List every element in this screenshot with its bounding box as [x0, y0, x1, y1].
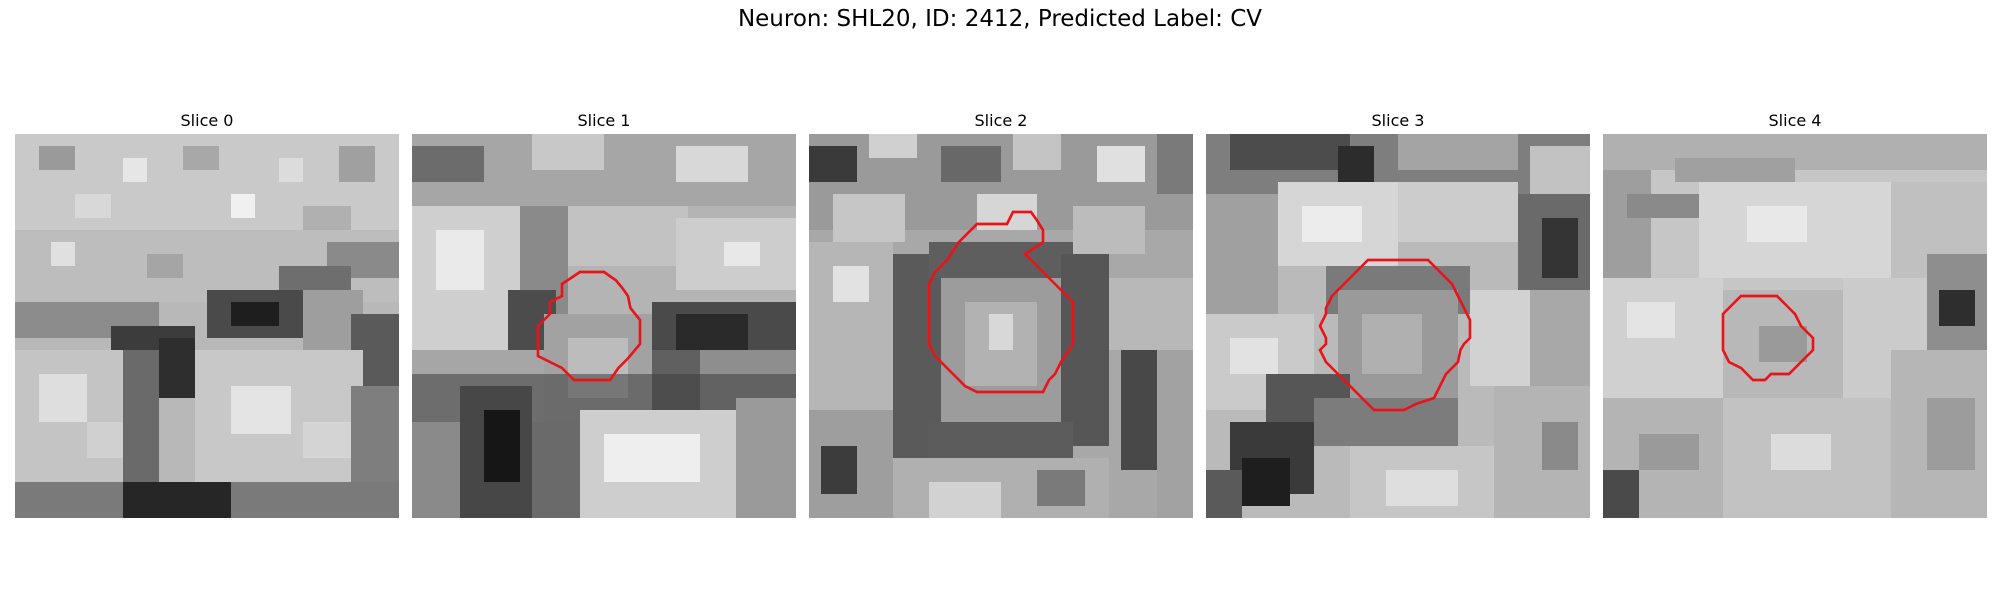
slice-title-1: Slice 1	[577, 111, 631, 130]
slice-panel-3: Slice 3	[1206, 110, 1590, 518]
slice-image-4	[1603, 134, 1987, 518]
slice-image-2	[809, 134, 1193, 518]
contour-2	[927, 210, 1075, 394]
em-texture-4	[1603, 134, 1987, 518]
slice-title-3: Slice 3	[1371, 111, 1425, 130]
figure-title: Neuron: SHL20, ID: 2412, Predicted Label…	[737, 6, 1263, 32]
slice-title-2: Slice 2	[974, 111, 1028, 130]
slice-panel-1: Slice 1	[412, 110, 796, 518]
em-texture-3	[1206, 134, 1590, 518]
slice-panel-2: Slice 2	[809, 110, 1193, 518]
em-texture-2	[809, 134, 1193, 518]
slice-image-1	[412, 134, 796, 518]
em-texture-0	[15, 134, 399, 518]
contour-1	[536, 270, 642, 382]
contour-4	[1721, 294, 1815, 382]
slice-title-4: Slice 4	[1768, 111, 1822, 130]
contour-3	[1318, 258, 1472, 412]
slice-panel-0: Slice 0	[15, 110, 399, 518]
slice-title-0: Slice 0	[180, 111, 234, 130]
em-texture-1	[412, 134, 796, 518]
slice-image-0	[15, 134, 399, 518]
slice-image-3	[1206, 134, 1590, 518]
slice-panel-4: Slice 4	[1603, 110, 1987, 518]
